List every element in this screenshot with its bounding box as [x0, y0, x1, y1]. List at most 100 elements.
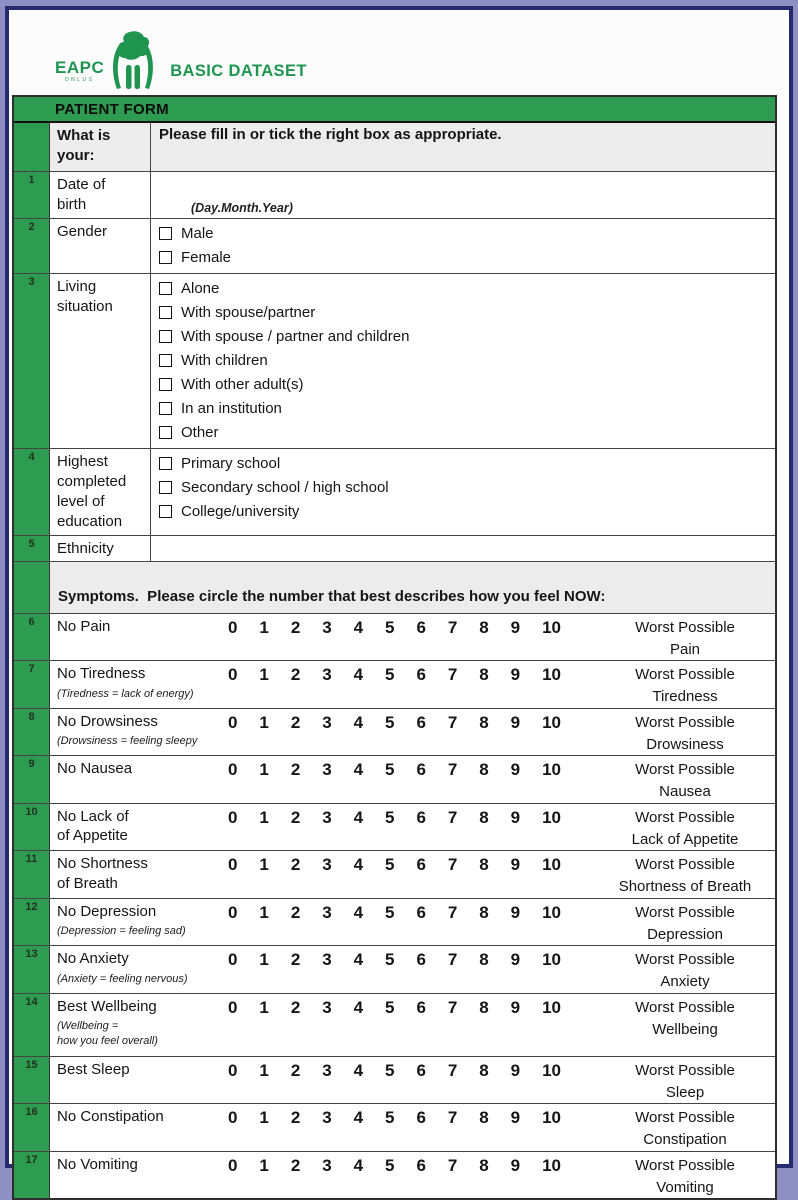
scale-number[interactable]: 5 [385, 665, 395, 685]
education-option-college[interactable]: College/university [159, 500, 769, 524]
living-option-other[interactable]: Other [159, 421, 769, 445]
scale-number[interactable]: 9 [510, 950, 521, 970]
scale-number[interactable]: 6 [416, 712, 426, 732]
scale-number[interactable]: 1 [259, 855, 269, 875]
scale-number[interactable]: 1 [259, 665, 269, 685]
scale-number[interactable]: 0 [228, 665, 238, 685]
scale-number[interactable]: 9 [510, 855, 521, 875]
living-option-spouse-partner[interactable]: With spouse/partner [159, 301, 769, 325]
scale-number[interactable]: 8 [479, 665, 489, 685]
scale-number[interactable]: 9 [510, 807, 521, 827]
scale-number[interactable]: 10 [542, 617, 561, 637]
scale-number[interactable]: 5 [385, 855, 395, 875]
scale-number[interactable]: 6 [416, 760, 426, 780]
scale-number[interactable]: 8 [479, 1060, 489, 1080]
scale-number[interactable]: 1 [259, 1060, 269, 1080]
scale-number[interactable]: 8 [479, 997, 489, 1017]
scale-number[interactable]: 2 [290, 902, 301, 922]
scale-number[interactable]: 2 [290, 855, 301, 875]
scale-number[interactable]: 10 [542, 1108, 561, 1128]
scale-number[interactable]: 10 [542, 855, 561, 875]
scale-number[interactable]: 0 [228, 1108, 238, 1128]
scale-number[interactable]: 0 [228, 902, 238, 922]
institution-checkbox[interactable] [159, 402, 172, 415]
scale-number[interactable]: 6 [416, 902, 426, 922]
scale-number[interactable]: 9 [510, 997, 521, 1017]
scale-number[interactable]: 5 [385, 807, 395, 827]
scale-number[interactable]: 10 [542, 807, 561, 827]
scale-number[interactable]: 5 [385, 1060, 395, 1080]
scale-number[interactable]: 6 [416, 855, 426, 875]
scale-number[interactable]: 7 [447, 997, 458, 1017]
scale-number[interactable]: 7 [447, 712, 458, 732]
scale-number[interactable]: 6 [416, 950, 426, 970]
gender-option-female[interactable]: Female [159, 246, 769, 270]
scale-number[interactable]: 1 [259, 997, 269, 1017]
scale-number[interactable]: 2 [290, 1155, 301, 1175]
scale-number[interactable]: 3 [322, 1155, 332, 1175]
scale-number[interactable]: 4 [353, 902, 364, 922]
gender-option-male[interactable]: Male [159, 222, 769, 246]
scale-number[interactable]: 10 [542, 950, 561, 970]
scale-number[interactable]: 9 [510, 902, 521, 922]
scale-number[interactable]: 0 [228, 617, 238, 637]
scale-number[interactable]: 5 [385, 760, 395, 780]
scale-number[interactable]: 5 [385, 902, 395, 922]
scale-number[interactable]: 0 [228, 997, 238, 1017]
scale-number[interactable]: 4 [353, 807, 364, 827]
scale-number[interactable]: 2 [290, 950, 301, 970]
other-adults-checkbox[interactable] [159, 378, 172, 391]
scale-number[interactable]: 3 [322, 760, 332, 780]
scale-number[interactable]: 7 [447, 1108, 458, 1128]
scale-number[interactable]: 9 [510, 617, 521, 637]
scale-number[interactable]: 2 [290, 617, 301, 637]
scale-number[interactable]: 1 [259, 1108, 269, 1128]
scale-number[interactable]: 8 [479, 617, 489, 637]
scale-number[interactable]: 2 [290, 1108, 301, 1128]
scale-number[interactable]: 0 [228, 807, 238, 827]
scale-number[interactable]: 8 [479, 760, 489, 780]
living-option-children[interactable]: With children [159, 349, 769, 373]
ethnicity-field[interactable] [151, 536, 775, 561]
living-option-institution[interactable]: In an institution [159, 397, 769, 421]
living-option-spouse-partner-children[interactable]: With spouse / partner and children [159, 325, 769, 349]
scale-number[interactable]: 1 [259, 1155, 269, 1175]
scale-number[interactable]: 0 [228, 1155, 238, 1175]
scale-number[interactable]: 9 [510, 712, 521, 732]
primary-school-checkbox[interactable] [159, 457, 172, 470]
scale-number[interactable]: 10 [542, 712, 561, 732]
scale-number[interactable]: 3 [322, 712, 332, 732]
living-option-alone[interactable]: Alone [159, 277, 769, 301]
scale-number[interactable]: 6 [416, 665, 426, 685]
scale-number[interactable]: 2 [290, 712, 301, 732]
secondary-school-checkbox[interactable] [159, 481, 172, 494]
scale-number[interactable]: 1 [259, 902, 269, 922]
scale-number[interactable]: 10 [542, 1155, 561, 1175]
scale-number[interactable]: 3 [322, 902, 332, 922]
education-option-secondary[interactable]: Secondary school / high school [159, 476, 769, 500]
scale-number[interactable]: 6 [416, 1108, 426, 1128]
scale-number[interactable]: 9 [510, 1155, 521, 1175]
scale-number[interactable]: 3 [322, 1108, 332, 1128]
scale-number[interactable]: 6 [416, 1155, 426, 1175]
scale-number[interactable]: 0 [228, 950, 238, 970]
female-checkbox[interactable] [159, 251, 172, 264]
scale-number[interactable]: 5 [385, 1108, 395, 1128]
scale-number[interactable]: 9 [510, 760, 521, 780]
scale-number[interactable]: 7 [447, 855, 458, 875]
scale-number[interactable]: 1 [259, 807, 269, 827]
scale-number[interactable]: 3 [322, 997, 332, 1017]
scale-number[interactable]: 5 [385, 950, 395, 970]
scale-number[interactable]: 3 [322, 855, 332, 875]
scale-number[interactable]: 8 [479, 855, 489, 875]
scale-number[interactable]: 2 [290, 665, 301, 685]
scale-number[interactable]: 4 [353, 1155, 364, 1175]
scale-number[interactable]: 3 [322, 1060, 332, 1080]
scale-number[interactable]: 10 [542, 760, 561, 780]
scale-number[interactable]: 3 [322, 617, 332, 637]
scale-number[interactable]: 3 [322, 807, 332, 827]
living-option-other-adults[interactable]: With other adult(s) [159, 373, 769, 397]
male-checkbox[interactable] [159, 227, 172, 240]
scale-number[interactable]: 5 [385, 712, 395, 732]
scale-number[interactable]: 10 [542, 1060, 561, 1080]
